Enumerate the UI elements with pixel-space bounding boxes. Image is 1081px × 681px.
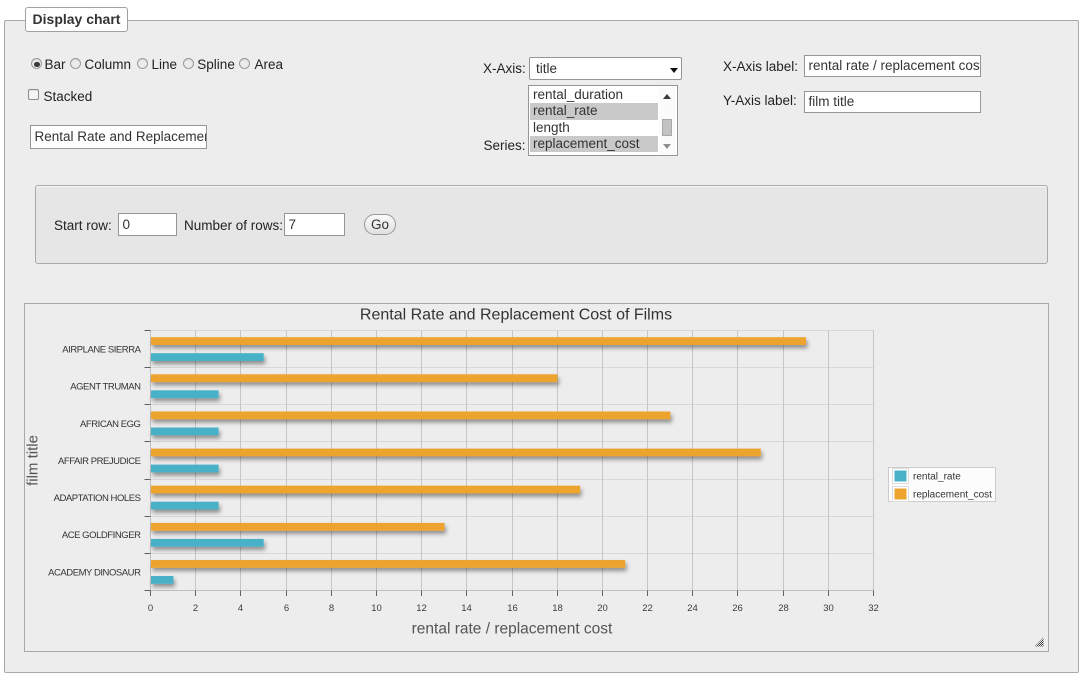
svg-text:film title: film title bbox=[25, 435, 42, 486]
svg-text:AFRICAN EGG: AFRICAN EGG bbox=[80, 419, 141, 430]
svg-text:18: 18 bbox=[552, 603, 563, 614]
svg-text:2: 2 bbox=[193, 603, 198, 614]
svg-text:ACADEMY DINOSAUR: ACADEMY DINOSAUR bbox=[48, 567, 141, 578]
svg-text:Rental Rate and Replacement Co: Rental Rate and Replacement Cost of Film… bbox=[360, 307, 672, 324]
svg-text:4: 4 bbox=[238, 603, 243, 614]
svg-text:8: 8 bbox=[329, 603, 334, 614]
svg-text:10: 10 bbox=[371, 603, 382, 614]
svg-text:20: 20 bbox=[597, 603, 608, 614]
svg-text:replacement_cost: replacement_cost bbox=[913, 490, 992, 501]
svg-text:28: 28 bbox=[778, 603, 789, 614]
svg-text:rental_rate: rental_rate bbox=[913, 472, 961, 483]
svg-text:12: 12 bbox=[416, 603, 427, 614]
svg-text:rental rate / replacement cost: rental rate / replacement cost bbox=[412, 621, 613, 638]
svg-text:24: 24 bbox=[687, 603, 698, 614]
svg-text:ADAPTATION HOLES: ADAPTATION HOLES bbox=[54, 493, 141, 504]
svg-text:16: 16 bbox=[507, 603, 518, 614]
svg-text:6: 6 bbox=[284, 603, 289, 614]
svg-text:ACE GOLDFINGER: ACE GOLDFINGER bbox=[62, 530, 141, 541]
svg-text:22: 22 bbox=[642, 603, 653, 614]
svg-text:32: 32 bbox=[868, 603, 879, 614]
svg-text:AGENT TRUMAN: AGENT TRUMAN bbox=[70, 382, 141, 393]
svg-text:26: 26 bbox=[732, 603, 743, 614]
svg-text:14: 14 bbox=[461, 603, 472, 614]
svg-text:AIRPLANE SIERRA: AIRPLANE SIERRA bbox=[62, 345, 141, 356]
svg-text:0: 0 bbox=[148, 603, 153, 614]
svg-text:30: 30 bbox=[823, 603, 834, 614]
svg-text:AFFAIR PREJUDICE: AFFAIR PREJUDICE bbox=[58, 456, 141, 467]
